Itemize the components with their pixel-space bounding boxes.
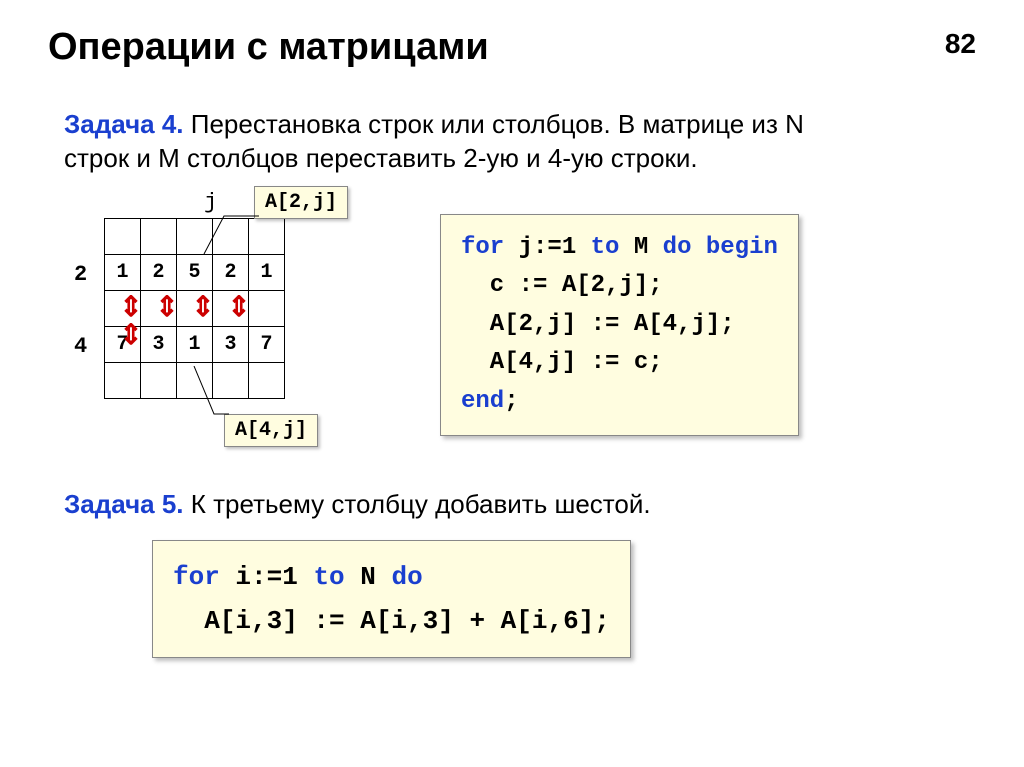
code-text: N xyxy=(345,562,392,592)
matrix-cell: 1 xyxy=(105,255,141,291)
code-text: A[4,j] := c; xyxy=(461,349,663,376)
matrix-col-label: j xyxy=(204,190,217,215)
bubble-a4j: A[4,j] xyxy=(224,414,318,447)
task5-text: К третьему столбцу добавить шестой. xyxy=(184,489,651,519)
code-keyword: for xyxy=(461,234,504,261)
matrix-row4-label: 4 xyxy=(74,334,87,359)
swap-arrows-icon: ⇕⇕⇕⇕⇕ xyxy=(113,293,285,349)
code-keyword: to xyxy=(313,562,344,592)
matrix-diagram: j 2 4 1 2 5 2 1 7 3 1 3 7 ⇕⇕⇕⇕⇕ A[2,j] A… xyxy=(104,218,285,399)
code-text: M xyxy=(619,234,662,261)
code-keyword: end xyxy=(461,388,504,415)
task5-label: Задача 5. xyxy=(64,489,184,519)
code-text: c := A[2,j]; xyxy=(461,272,663,299)
code-text: A[i,3] := A[i,3] + A[i,6]; xyxy=(173,606,610,636)
matrix-cell: 2 xyxy=(141,255,177,291)
code-text: i:=1 xyxy=(220,562,314,592)
code-keyword: to xyxy=(591,234,620,261)
bubble-a2j: A[2,j] xyxy=(254,186,348,219)
task4-label: Задача 4. xyxy=(64,109,184,139)
code-keyword: do xyxy=(391,562,422,592)
task5-block: Задача 5. К третьему столбцу добавить ше… xyxy=(64,488,651,522)
task4-text-line1: Перестановка строк или столбцов. В матри… xyxy=(184,109,804,139)
code-text: ; xyxy=(504,388,518,415)
matrix-cell: 1 xyxy=(249,255,285,291)
code-keyword: do begin xyxy=(663,234,778,261)
code-text: A[2,j] := A[4,j]; xyxy=(461,311,735,338)
task4-text-line2: строк и M столбцов переставить 2-ую и 4-… xyxy=(64,143,698,173)
code-text: j:=1 xyxy=(504,234,590,261)
task4-block: Задача 4. Перестановка строк или столбцо… xyxy=(64,108,964,176)
code-keyword: for xyxy=(173,562,220,592)
code-block-2: for i:=1 to N do A[i,3] := A[i,3] + A[i,… xyxy=(152,540,631,658)
matrix-cell: 2 xyxy=(213,255,249,291)
matrix-row2-label: 2 xyxy=(74,262,87,287)
matrix-cell: 5 xyxy=(177,255,213,291)
code-block-1: for j:=1 to M do begin c := A[2,j]; A[2,… xyxy=(440,214,799,436)
page-number: 82 xyxy=(945,28,976,60)
page-title: Операции с матрицами xyxy=(48,26,489,69)
